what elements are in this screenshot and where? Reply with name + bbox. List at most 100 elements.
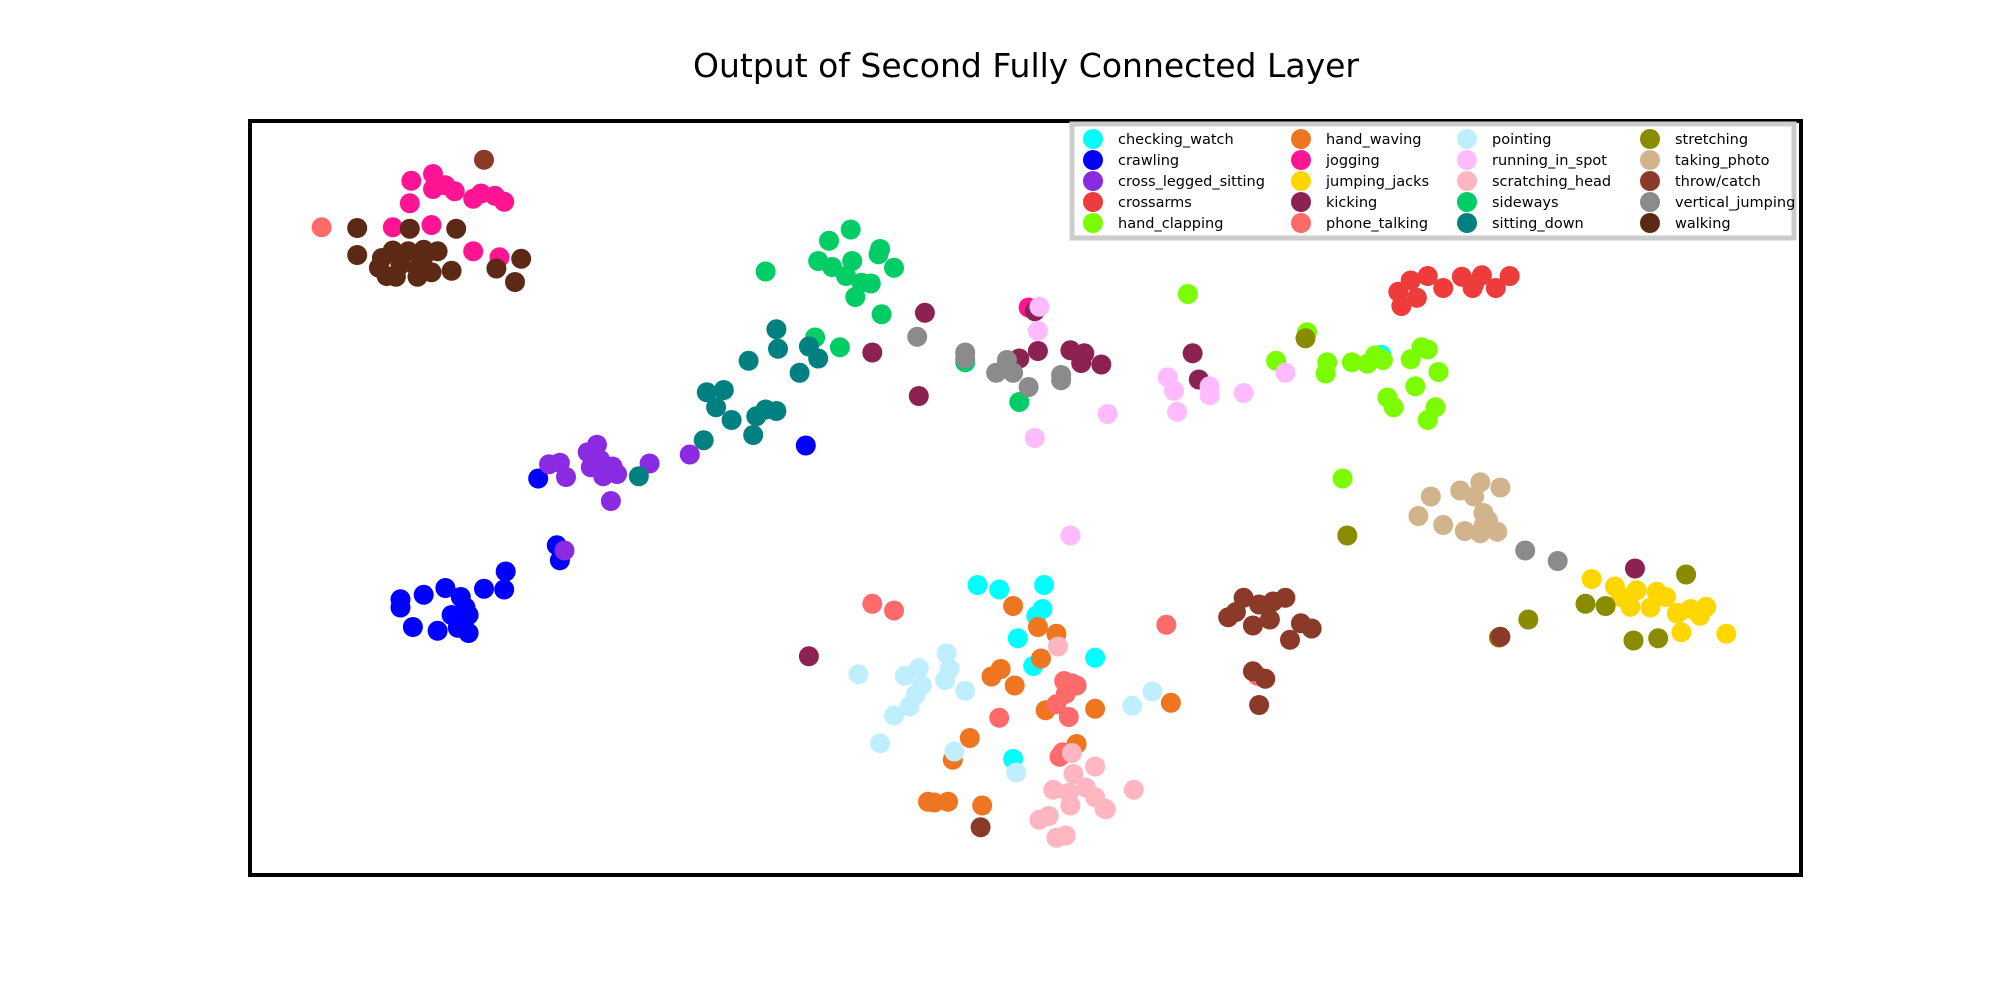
- point-running-in-spot-9: [1097, 404, 1118, 424]
- point-kicking-11: [1182, 343, 1203, 364]
- point-throw-catch-8: [1242, 615, 1263, 636]
- point-phone-talking-1: [862, 593, 883, 614]
- point-sideways-6: [860, 273, 881, 294]
- point-vertical-jumping-4: [986, 362, 1007, 383]
- point-pointing-5: [899, 696, 920, 717]
- point-cross-legged-sitting-2: [556, 467, 576, 487]
- point-running-in-spot-0: [1029, 296, 1050, 317]
- legend-label-jumping-jacks: jumping_jacks: [1325, 174, 1429, 190]
- point-sitting-down-5: [738, 350, 759, 371]
- point-pointing-13: [1006, 762, 1027, 783]
- point-pointing-6: [884, 705, 904, 726]
- legend-label-pointing: pointing: [1492, 132, 1551, 148]
- point-running-in-spot-11: [1060, 525, 1081, 546]
- point-crawling-2: [413, 584, 434, 605]
- series-taking-photo: [1408, 472, 1511, 544]
- point-checking-watch-5: [1007, 628, 1028, 649]
- point-throw-catch-5: [1275, 587, 1296, 608]
- point-stretching-4: [1518, 609, 1539, 630]
- point-kicking-6: [1091, 354, 1112, 375]
- point-stretching-0: [1295, 328, 1316, 349]
- legend-marker-crossarms: [1083, 192, 1103, 212]
- legend-label-scratching-head: scratching_head: [1492, 174, 1611, 190]
- plot-area: [248, 119, 1803, 877]
- point-jumping-jacks-0: [1581, 569, 1602, 589]
- legend-marker-hand-waving: [1291, 129, 1311, 149]
- point-kicking-7: [1074, 343, 1095, 364]
- legend-label-vertical-jumping: vertical_jumping: [1675, 195, 1795, 211]
- point-phone-talking-13: [1156, 614, 1177, 635]
- legend-label-sideways: sideways: [1492, 195, 1559, 211]
- legend-marker-taking-photo: [1640, 150, 1660, 170]
- point-crossarms-3: [1406, 287, 1427, 308]
- point-sitting-down-12: [696, 382, 717, 403]
- point-crawling-12: [402, 617, 423, 637]
- point-checking-watch-7: [1085, 647, 1106, 668]
- point-kicking-9: [908, 386, 929, 406]
- legend-label-kicking: kicking: [1326, 195, 1377, 211]
- point-pointing-11: [936, 643, 957, 664]
- point-pointing-9: [935, 670, 956, 691]
- point-cross-legged-sitting-10: [600, 491, 621, 511]
- series-pointing: [848, 643, 1163, 783]
- point-scratching-head-14: [1095, 799, 1116, 820]
- point-scratching-head-0: [1061, 743, 1082, 763]
- series-running-in-spot: [1024, 296, 1296, 546]
- point-kicking-12: [1625, 558, 1645, 579]
- point-taking-photo-9: [1470, 523, 1491, 544]
- point-sitting-down-10: [766, 401, 787, 421]
- point-stretching-3: [1595, 596, 1616, 616]
- point-crawling-1: [390, 597, 411, 618]
- point-crawling-14: [495, 561, 516, 582]
- point-sitting-down-11: [743, 425, 764, 445]
- point-hand-waving-1: [1027, 617, 1048, 637]
- legend-marker-cross-legged-sitting: [1083, 171, 1103, 191]
- point-jumping-jacks-12: [1668, 602, 1689, 623]
- point-walking-4: [446, 218, 467, 239]
- point-walking-1: [399, 218, 420, 239]
- point-stretching-8: [1337, 525, 1358, 546]
- point-hand-waving-15: [1085, 698, 1106, 719]
- point-vertical-jumping-2: [955, 348, 976, 369]
- legend-label-sitting-down: sitting_down: [1492, 216, 1584, 232]
- point-hand-clapping-10: [1428, 362, 1449, 382]
- point-stretching-1: [1676, 564, 1697, 585]
- legend-marker-crawling: [1083, 150, 1103, 170]
- legend-label-throw-catch: throw/catch: [1675, 174, 1761, 190]
- point-pointing-12: [944, 741, 965, 762]
- legend-label-hand-waving: hand_waving: [1326, 132, 1421, 148]
- point-sitting-down-3: [766, 319, 787, 340]
- point-jogging-1: [401, 170, 422, 191]
- point-hand-waving-5: [1004, 675, 1025, 696]
- point-scratching-head-13: [1123, 779, 1144, 800]
- legend-marker-walking: [1640, 213, 1660, 233]
- point-pointing-7: [870, 733, 891, 754]
- point-phone-talking-0: [311, 217, 332, 238]
- point-hand-clapping-18: [1177, 284, 1198, 304]
- point-taking-photo-4: [1490, 477, 1511, 498]
- point-jumping-jacks-7: [1656, 587, 1676, 607]
- point-walking-5: [347, 245, 368, 265]
- point-hand-clapping-9: [1417, 339, 1438, 360]
- point-scratching-head-12: [1055, 825, 1076, 846]
- point-sitting-down-13: [706, 397, 727, 418]
- point-walking-0: [347, 218, 368, 238]
- point-phone-talking-7: [1046, 694, 1067, 715]
- point-throw-catch-10: [1301, 618, 1322, 639]
- point-checking-watch-1: [989, 579, 1010, 600]
- point-crawling-17: [528, 468, 549, 489]
- point-kicking-8: [862, 342, 883, 363]
- point-scratching-head-1: [1085, 756, 1106, 777]
- point-running-in-spot-3: [1164, 380, 1184, 401]
- point-stretching-2: [1575, 593, 1596, 614]
- point-hand-waving-6: [981, 666, 1002, 687]
- point-running-in-spot-10: [1275, 362, 1296, 383]
- point-hand-clapping-13: [1383, 397, 1404, 418]
- point-kicking-2: [1027, 341, 1048, 361]
- point-checking-watch-2: [1034, 575, 1055, 595]
- point-jumping-jacks-11: [1690, 605, 1710, 626]
- point-crossarms-10: [1485, 278, 1506, 298]
- point-hand-waving-9: [959, 728, 980, 748]
- series-sitting-down: [628, 319, 829, 487]
- point-hand-waving-0: [1003, 596, 1024, 616]
